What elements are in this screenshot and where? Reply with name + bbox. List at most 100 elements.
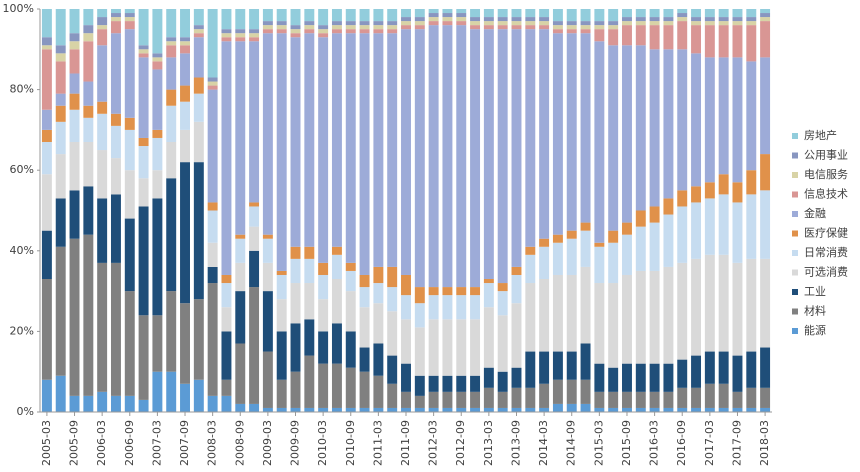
bar-segment: [483, 387, 494, 408]
bar-segment: [580, 9, 591, 22]
bar-segment: [566, 25, 577, 30]
bar-segment: [331, 279, 342, 324]
bar-segment: [180, 53, 190, 86]
bar-segment: [608, 391, 619, 408]
bar-segment: [69, 395, 80, 412]
bar-segment: [69, 109, 80, 142]
bar-segment: [83, 33, 94, 42]
bar-segment: [180, 383, 190, 412]
bar-segment: [580, 25, 591, 30]
x-tick-label: 2006-03: [95, 420, 108, 466]
bar-segment: [428, 9, 439, 14]
legend-label: 金融: [804, 206, 826, 220]
bar-segment: [373, 21, 384, 26]
bar-segment: [622, 234, 632, 275]
bar-segment: [635, 21, 646, 26]
bar-segment: [704, 9, 715, 18]
bar-segment: [442, 25, 453, 288]
bar-segment: [511, 387, 522, 408]
bar-segment: [276, 299, 287, 332]
bar-segment: [124, 13, 135, 18]
legend-marker: [792, 211, 798, 217]
bar-segment: [235, 37, 246, 42]
bar-segment: [207, 202, 218, 211]
bar-segment: [704, 254, 715, 352]
bar-segment: [704, 17, 715, 22]
bar-segment: [124, 21, 135, 30]
bar-segment: [69, 49, 80, 74]
bar-segment: [483, 25, 494, 30]
bar-segment: [290, 407, 301, 412]
bar-segment: [304, 283, 315, 320]
bar-segment: [304, 9, 315, 22]
bar-segment: [552, 274, 563, 352]
x-tick-label: 2010-09: [344, 420, 357, 466]
bar-segment: [345, 270, 356, 292]
x-tick-label: 2009-03: [261, 420, 274, 466]
bar-segment: [677, 262, 688, 360]
bar-segment: [497, 21, 508, 26]
bar-segment: [704, 383, 715, 408]
bar-segment: [387, 266, 398, 288]
bar-segment: [594, 242, 605, 247]
bar-segment: [138, 137, 149, 147]
bar-segment: [704, 25, 715, 58]
bar-segment: [235, 234, 246, 239]
bar-segment: [483, 307, 494, 368]
bar-segment: [69, 9, 80, 34]
bar-segment: [304, 319, 315, 356]
bar-segment: [580, 403, 591, 412]
bar-segment: [414, 327, 425, 376]
bar-segment: [41, 49, 52, 110]
legend-label: 能源: [804, 323, 826, 337]
bar-segment: [470, 391, 481, 408]
bar-segment: [663, 21, 674, 26]
bar-segment: [594, 29, 605, 42]
bar-segment: [746, 17, 757, 22]
bar-segment: [497, 315, 508, 372]
bar-segment: [138, 146, 149, 179]
bar-segment: [193, 33, 204, 38]
bar-segment: [677, 407, 688, 412]
bar-segment: [580, 230, 591, 267]
bar-segment: [359, 21, 370, 26]
bar-segment: [124, 29, 135, 118]
bar-segment: [262, 238, 273, 263]
bar-segment: [539, 279, 550, 352]
bar-segment: [704, 407, 715, 412]
bar-segment: [359, 9, 370, 22]
bar-segment: [290, 33, 301, 38]
bar-segment: [262, 9, 273, 22]
bar-segment: [649, 21, 660, 26]
x-tick-label: 2008-09: [233, 420, 246, 466]
bar-segment: [138, 178, 149, 207]
bar-segment: [663, 391, 674, 408]
bar-segment: [345, 331, 356, 368]
bar-segment: [414, 287, 425, 304]
bar-segment: [635, 25, 646, 46]
bar-segment: [622, 25, 632, 46]
bar-segment: [221, 331, 232, 380]
bar-segment: [442, 319, 453, 376]
bar-segment: [97, 9, 108, 18]
bar-segment: [760, 154, 771, 191]
bar-segment: [193, 93, 204, 122]
bar-segment: [152, 61, 163, 70]
bar-segment: [594, 21, 605, 26]
bar-segment: [691, 387, 702, 408]
bar-segment: [221, 37, 232, 42]
bar-segment: [152, 170, 163, 199]
bar-segment: [428, 407, 439, 412]
bar-segment: [704, 182, 715, 199]
legend-marker: [792, 269, 798, 276]
bar-segment: [580, 379, 591, 404]
bar-segment: [483, 283, 494, 308]
bar-segment: [580, 222, 591, 231]
legend-marker: [792, 230, 798, 237]
bar-segment: [401, 21, 411, 26]
y-tick-label: 40%: [10, 244, 34, 257]
bar-segment: [41, 129, 52, 142]
bar-segment: [594, 9, 605, 22]
bar-segment: [180, 129, 190, 163]
